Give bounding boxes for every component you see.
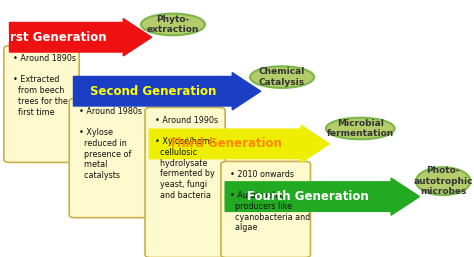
Ellipse shape (326, 118, 394, 139)
FancyBboxPatch shape (4, 46, 79, 162)
Text: Fourth Generation: Fourth Generation (247, 190, 369, 203)
Text: • Around 1890s

• Extracted
  from beech
  trees for the
  first time: • Around 1890s • Extracted from beech tr… (13, 54, 76, 117)
FancyArrow shape (225, 178, 419, 215)
Ellipse shape (250, 66, 314, 88)
Text: Chemical
Catalysis: Chemical Catalysis (259, 67, 305, 87)
Text: First Generation: First Generation (0, 31, 107, 44)
Text: Microbial
fermentation: Microbial fermentation (327, 119, 394, 138)
Text: Phyto-
extraction: Phyto- extraction (147, 15, 199, 34)
Ellipse shape (141, 14, 205, 35)
Text: • 2010 onwards

• Autotrophic
  producers like
  cyanobacteria and
  algae: • 2010 onwards • Autotrophic producers l… (230, 170, 310, 232)
Text: • Around 1980s

• Xylose
  reduced in
  presence of
  metal
  catalysts: • Around 1980s • Xylose reduced in prese… (79, 107, 142, 180)
Text: • Around 1990s

• Xylose/hemi-
  cellulosic
  hydrolysate
  fermented by
  yeast: • Around 1990s • Xylose/hemi- cellulosic… (155, 116, 218, 200)
FancyArrow shape (9, 19, 152, 56)
Text: Third Generation: Third Generation (169, 137, 282, 150)
FancyBboxPatch shape (145, 107, 225, 257)
Text: Photo-
autotrophic
microbes: Photo- autotrophic microbes (413, 166, 473, 196)
FancyArrow shape (149, 125, 329, 162)
FancyBboxPatch shape (69, 98, 149, 218)
Ellipse shape (416, 167, 470, 195)
FancyBboxPatch shape (221, 161, 310, 257)
FancyArrow shape (73, 72, 261, 110)
Text: Second Generation: Second Generation (90, 85, 216, 98)
